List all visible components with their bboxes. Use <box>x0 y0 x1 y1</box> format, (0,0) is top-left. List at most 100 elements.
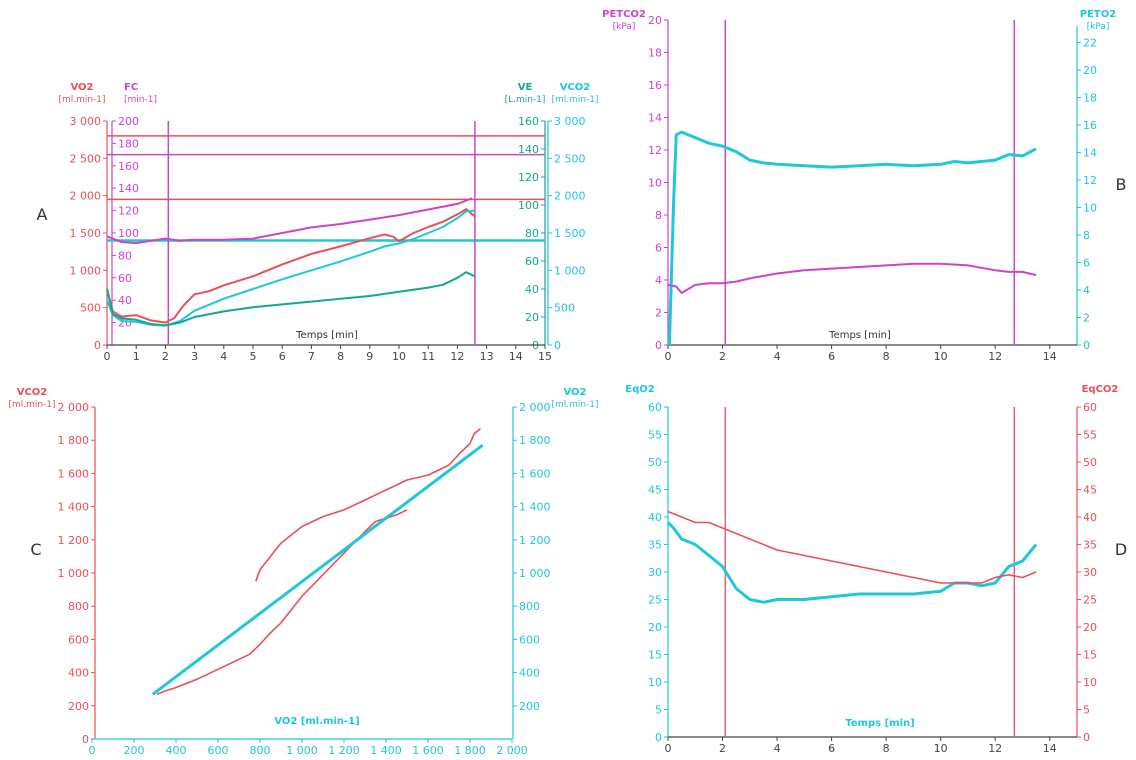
tick-label-eqco2: 25 <box>1083 594 1097 607</box>
tick-label-fc: 100 <box>118 227 139 240</box>
tick-label-vco2: 800 <box>68 600 89 613</box>
tick-label-fc: 160 <box>118 160 139 173</box>
panel-letter: D <box>1115 540 1127 559</box>
x-tick-label: 13 <box>480 350 494 363</box>
tick-label-peto2: 22 <box>1083 37 1097 50</box>
tick-label-peto2: 18 <box>1083 92 1097 105</box>
x-tick-label: 1 200 <box>328 744 360 756</box>
axis-unit-ve: [L.min-1] <box>505 95 546 105</box>
series-line-red <box>255 427 481 582</box>
x-tick-label: 12 <box>988 742 1002 755</box>
tick-label-peto2: 6 <box>1083 257 1090 270</box>
x-tick-label: 11 <box>421 350 435 363</box>
tick-label-petco2: 4 <box>655 274 662 287</box>
tick-label-vo2: 800 <box>519 600 540 613</box>
tick-label-petco2: 0 <box>655 339 662 352</box>
tick-label-eqco2: 15 <box>1083 649 1097 662</box>
panel-letter: C <box>30 540 41 559</box>
tick-label-vo2: 1 600 <box>519 467 551 480</box>
tick-label-vo2: 1 000 <box>70 264 102 277</box>
axis-unit-peto2: [kPa] <box>1087 22 1110 32</box>
tick-label-ve: 140 <box>518 143 539 156</box>
series-line-petco2 <box>667 262 1037 294</box>
series-line-eqo2 <box>666 521 1038 604</box>
tick-label-vo2: 500 <box>80 302 101 315</box>
panel-c: 0 200 400 600 800 1 000 1 200 1 400 1 600 1 800 2 … <box>8 387 598 757</box>
x-tick-label: 0 <box>89 744 96 756</box>
x-tick-label: 0 <box>665 350 672 363</box>
x-tick-label: 12 <box>988 350 1002 363</box>
panel-b: 02468101214161820PETCO2[kPa]024681012141… <box>602 9 1126 363</box>
x-tick-label: 10 <box>392 350 406 363</box>
tick-label-ve: 100 <box>518 199 539 212</box>
panel-d: 051015202530354045505560EqO2051015202530… <box>625 384 1127 755</box>
tick-label-eqco2: 45 <box>1083 484 1097 497</box>
tick-label-vco2: 2 000 <box>58 401 90 414</box>
tick-label-peto2: 12 <box>1083 174 1097 187</box>
tick-label-petco2: 14 <box>648 112 662 125</box>
x-tick-label: 9 <box>366 350 373 363</box>
x-tick-label: 2 000 <box>496 744 528 756</box>
tick-label-fc: 60 <box>118 272 132 285</box>
tick-label-vco2: 1 200 <box>58 534 90 547</box>
x-tick-label: 12 <box>450 350 464 363</box>
x-tick-label: 6 <box>828 350 835 363</box>
x-tick-label: 10 <box>934 350 948 363</box>
tick-label-petco2: 20 <box>648 14 662 27</box>
series-line-peto2 <box>667 130 1037 346</box>
tick-label-eqco2: 20 <box>1083 621 1097 634</box>
tick-label-vco2: 0 <box>82 733 89 746</box>
x-tick-label: 0 <box>104 350 111 363</box>
x-tick-label: 5 <box>250 350 257 363</box>
x-tick-label: 2 <box>719 350 726 363</box>
axis-title-vo2: VO2 <box>563 387 586 398</box>
tick-label-vo2: 200 <box>519 700 540 713</box>
x-tick-label: 200 <box>124 744 145 756</box>
tick-label-petco2: 8 <box>655 209 662 222</box>
tick-label-fc: 40 <box>118 294 132 307</box>
x-tick-label: 1 600 <box>412 744 444 756</box>
series-line-eqco2 <box>667 510 1037 584</box>
tick-label-vo2: 1 200 <box>519 534 551 547</box>
series-line-red <box>156 509 408 695</box>
x-tick-label: 2 <box>162 350 169 363</box>
series-line-cyan <box>151 444 484 696</box>
tick-label-vo2: 400 <box>519 667 540 680</box>
tick-label-ve: 20 <box>525 311 539 324</box>
tick-label-vco2: 2 000 <box>554 190 586 203</box>
tick-label-peto2: 14 <box>1083 147 1097 160</box>
tick-label-vco2: 200 <box>68 700 89 713</box>
x-tick-label: 800 <box>250 744 271 756</box>
tick-label-vco2: 1 800 <box>58 434 90 447</box>
tick-label-vo2: 2 000 <box>519 401 551 414</box>
tick-label-fc: 120 <box>118 205 139 218</box>
tick-label-vco2: 1 000 <box>554 264 586 277</box>
x-tick-label: 8 <box>883 742 890 755</box>
tick-label-vco2: 1 600 <box>58 467 90 480</box>
x-tick-label: 1 <box>133 350 140 363</box>
tick-label-vco2: 1 400 <box>58 501 90 514</box>
tick-label-eqo2: 10 <box>648 676 662 689</box>
tick-label-peto2: 8 <box>1083 229 1090 242</box>
tick-label-vco2: 1 500 <box>554 227 586 240</box>
x-tick-label: 7 <box>308 350 315 363</box>
x-tick-label: 15 <box>538 350 552 363</box>
axis-title-peto2: PETO2 <box>1080 9 1116 20</box>
tick-label-vco2: 0 <box>554 339 561 352</box>
x-tick-label: 400 <box>166 744 187 756</box>
tick-label-peto2: 20 <box>1083 64 1097 77</box>
x-tick-label: 4 <box>774 350 781 363</box>
tick-label-petco2: 16 <box>648 79 662 92</box>
x-tick-label: 2 <box>719 742 726 755</box>
tick-label-petco2: 6 <box>655 242 662 255</box>
axis-title-ve: VE <box>518 82 533 93</box>
tick-label-vo2: 1 400 <box>519 501 551 514</box>
series-line-fc <box>106 197 473 245</box>
tick-label-eqco2: 55 <box>1083 429 1097 442</box>
panel-letter: B <box>1116 175 1127 194</box>
tick-label-eqo2: 5 <box>655 704 662 717</box>
axis-unit-fc: [min-1] <box>124 95 157 105</box>
tick-label-eqco2: 50 <box>1083 456 1097 469</box>
